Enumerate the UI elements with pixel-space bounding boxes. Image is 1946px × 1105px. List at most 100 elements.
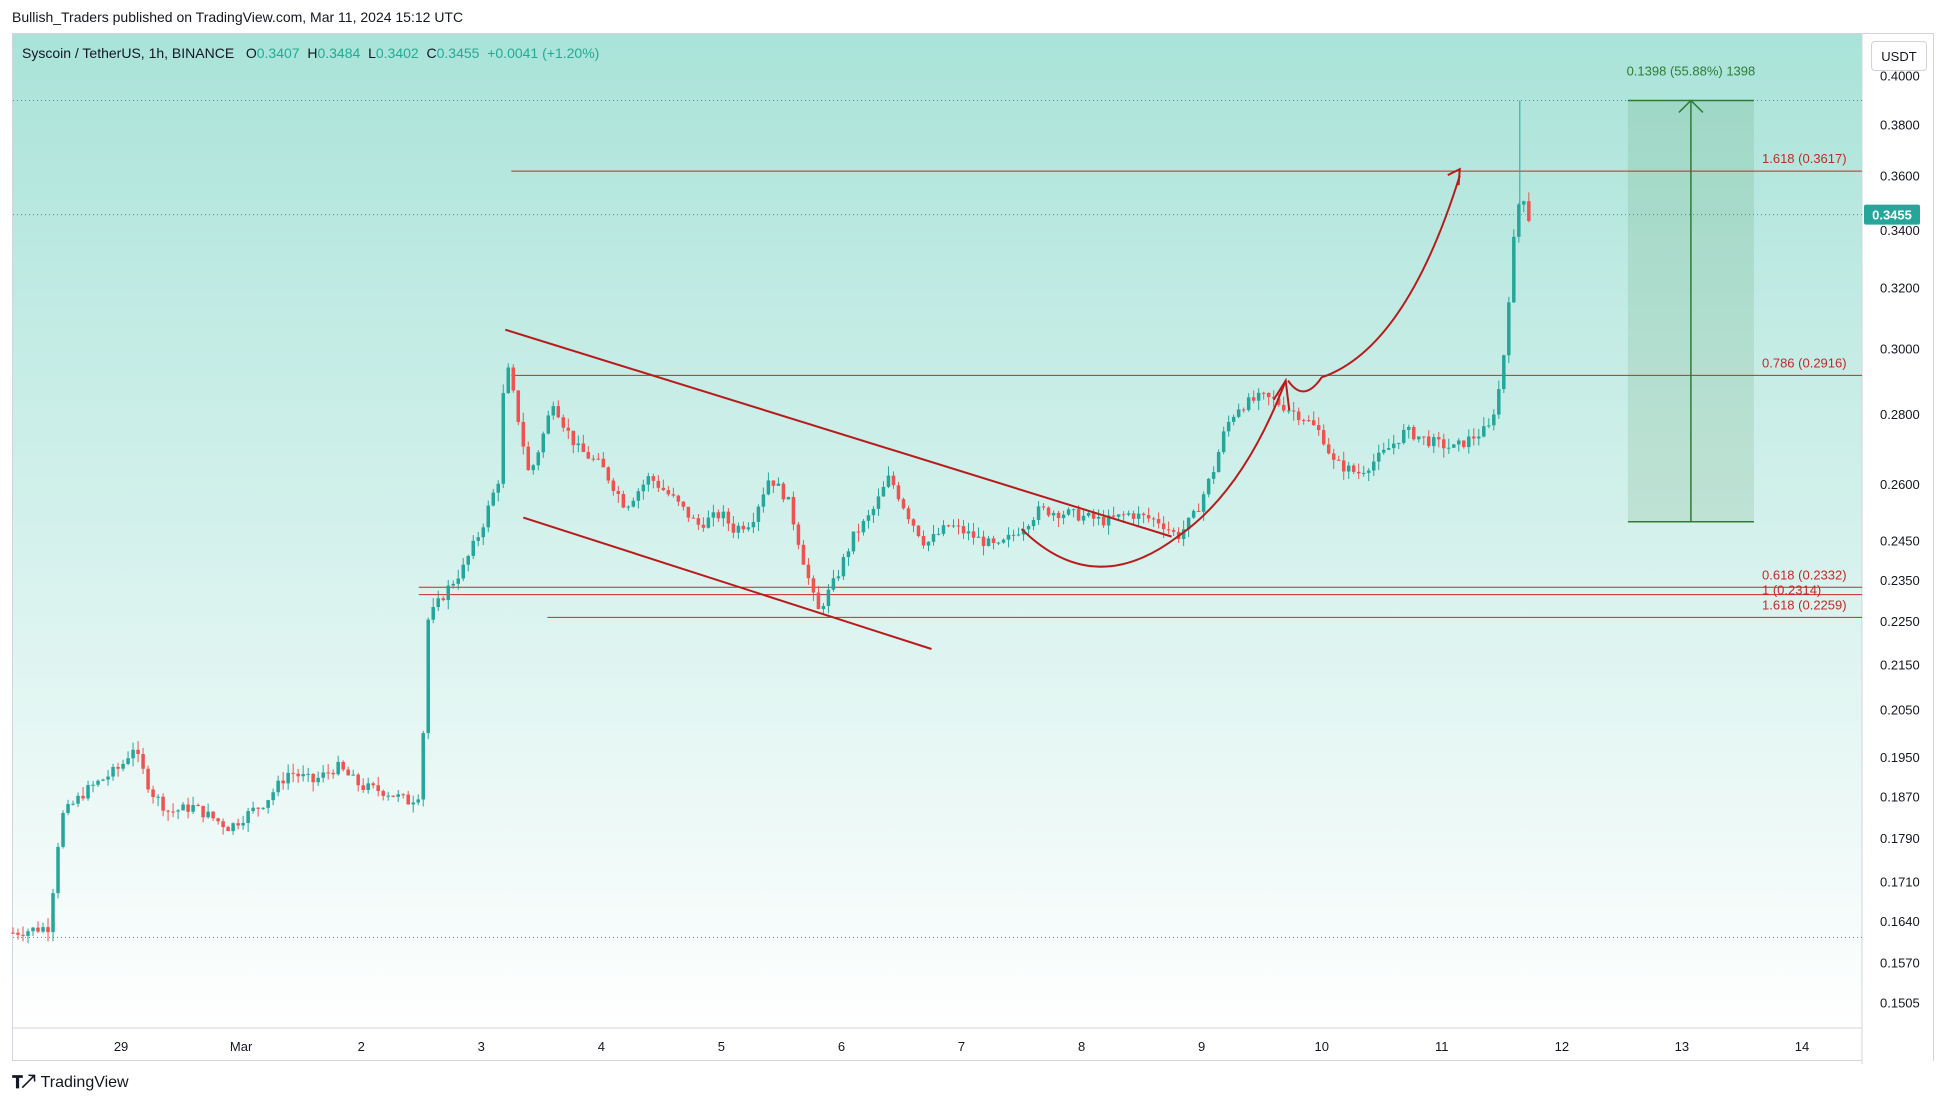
candle-body [96,780,100,785]
candle-body [916,525,921,537]
candle-body [1041,506,1046,508]
candle-body [176,810,180,812]
projection-arrow-head [1447,167,1461,186]
y-tick-label: 0.2600 [1880,477,1920,492]
candle-body [1472,436,1476,439]
candle-body [126,758,130,764]
fib-level-label: 0.618 (0.2332) [1762,567,1847,582]
candle-body [776,483,781,486]
tradingview-brand[interactable]: 𝐓↗ TradingView [12,1073,129,1093]
candle-body [1522,201,1526,205]
y-tick-label: 0.3000 [1880,341,1920,356]
candle-body [1101,516,1106,526]
candle-body [416,799,420,803]
candle-body [1066,509,1071,515]
candle-body [606,467,611,481]
candle-body [621,494,626,508]
candle-body [576,443,581,446]
candle-body [921,536,926,546]
candle-body [1291,410,1296,412]
x-tick-label: 8 [1078,1039,1085,1054]
candle-body [701,524,706,528]
candle-body [1071,509,1076,511]
candle-body [1341,460,1346,472]
candle-body [1386,448,1391,450]
candle-body [26,931,30,936]
candle-body [1361,472,1366,474]
candle-body [286,772,290,784]
candle-body [1331,453,1336,460]
candle-body [1196,510,1201,512]
candle-body [181,804,185,811]
candle-body [11,932,15,934]
candle-body [1321,430,1326,445]
candle-body [306,773,310,775]
candle-body [111,766,115,777]
candle-body [991,538,996,544]
candle-body [666,490,671,495]
candle-body [696,518,701,525]
publish-info: Bullish_Traders published on TradingView… [12,9,464,25]
candle-body [981,536,986,547]
candle-body [1216,452,1221,473]
candle-body [1191,510,1196,518]
candle-body [1402,429,1406,443]
candle-body [1136,513,1141,519]
candle-body [436,598,440,608]
candle-body [551,406,556,416]
candle-body [831,578,836,590]
x-tick-label: 2 [358,1039,365,1054]
candle-body [791,496,796,525]
candle-body [781,483,786,500]
price-axis-panel [1862,34,1933,1064]
high-value: 0.3484 [317,45,361,61]
candle-body [611,480,616,492]
candle-body [1131,513,1136,519]
x-tick-label: 4 [598,1039,605,1054]
candle-body [1046,507,1051,516]
candle-body [1096,516,1101,519]
candle-body [1111,515,1116,517]
candle-body [731,523,736,533]
x-tick-label: 13 [1675,1039,1689,1054]
projection-arrow-line [1287,175,1461,393]
candle-body [1221,431,1226,453]
candle-body [456,578,460,584]
candle-body [1091,512,1096,519]
x-tick-label: 29 [114,1039,128,1054]
candle-body [1276,398,1281,405]
candle-body [1527,201,1531,221]
candle-body [366,783,370,790]
fib-level-label: 1 (0.2314) [1762,583,1821,598]
candle-body [231,823,235,832]
candle-body [521,421,526,447]
candle-body [721,511,726,519]
candle-body [741,525,746,530]
candle-body [1422,436,1426,438]
low-value: 0.3402 [375,45,419,61]
chart-frame [12,33,1934,1061]
candle-body [1371,461,1376,471]
candle-body [1517,204,1521,237]
candle-body [1447,447,1451,449]
open-value: 0.3407 [256,45,300,61]
x-tick-label: 5 [718,1039,725,1054]
candle-body [901,499,906,509]
close-value: 0.3455 [436,45,480,61]
currency-button[interactable]: USDT [1871,41,1927,71]
y-tick-label: 0.2050 [1880,702,1920,717]
candle-body [311,773,315,783]
candle-body [271,792,275,801]
y-tick-label: 0.2800 [1880,407,1920,422]
candle-body [1427,436,1431,447]
candle-body [81,795,85,799]
candle-body [1452,444,1456,448]
candle-body [171,811,175,813]
candle-body [1086,512,1091,516]
candle-body [1266,392,1271,398]
candle-body [1171,530,1176,532]
candle-body [516,390,521,422]
candle-body [1031,519,1036,527]
x-tick-label: 10 [1314,1039,1328,1054]
